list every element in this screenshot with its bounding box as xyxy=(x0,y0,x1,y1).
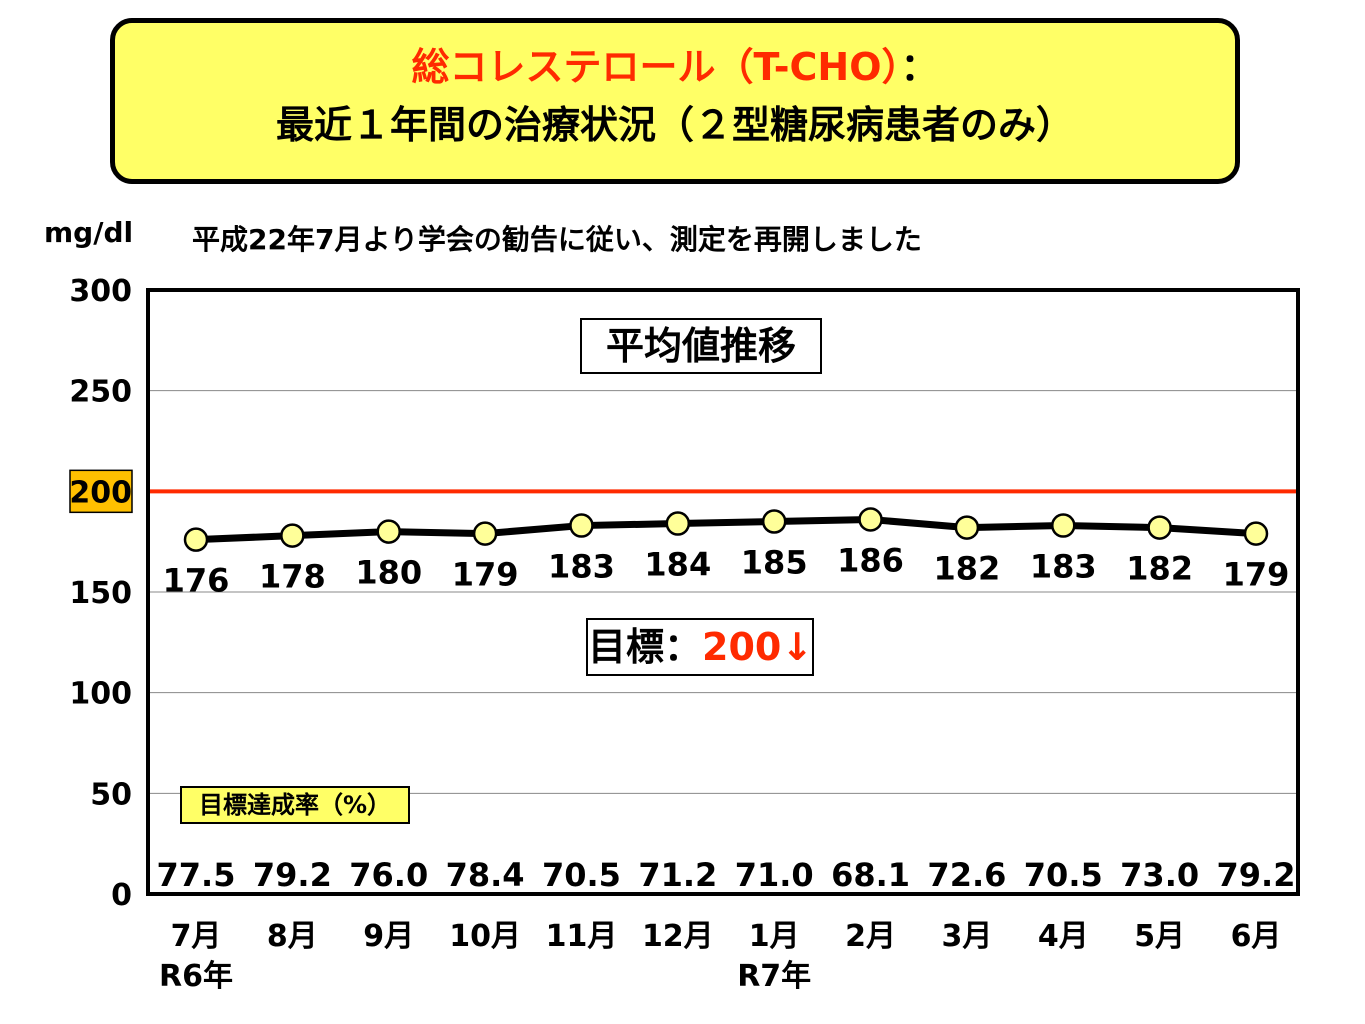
measurement-note: 平成22年7月より学会の勧告に従い、測定を再開しました xyxy=(192,223,922,256)
achievement-rate-value: 73.0 xyxy=(1120,856,1199,894)
y-tick-label: 200 xyxy=(69,475,132,510)
y-tick-label: 300 xyxy=(69,274,132,309)
y-tick-highlight xyxy=(69,469,133,514)
title-red: 総コレステロール（T-CHO） xyxy=(411,45,901,89)
achievement-rate-label: 目標達成率（%） xyxy=(180,786,410,824)
data-point xyxy=(761,509,787,534)
series-line xyxy=(195,516,1257,544)
x-tick-label: 9月 xyxy=(363,919,414,954)
y-tick-label: 150 xyxy=(69,576,132,611)
y-tick-label: 50 xyxy=(90,777,132,812)
target-value: 200↓ xyxy=(702,625,814,669)
data-point xyxy=(665,511,691,536)
legend-box: 平均値推移 xyxy=(580,318,822,374)
achievement-rate-value: 70.5 xyxy=(1024,856,1103,894)
x-tick-label: 4月 xyxy=(1038,919,1089,954)
data-point xyxy=(183,527,209,552)
achievement-rate-value: 79.2 xyxy=(253,856,332,894)
data-point xyxy=(1051,513,1076,538)
data-label: 178 xyxy=(259,558,326,596)
x-tick-label: 3月 xyxy=(941,919,992,954)
data-label: 179 xyxy=(1223,556,1290,594)
data-label: 185 xyxy=(741,544,808,582)
data-point xyxy=(954,515,980,540)
x-tick-label: 5月 xyxy=(1134,919,1185,954)
y-tick-label: 0 xyxy=(111,878,132,913)
data-label: 179 xyxy=(452,556,519,594)
y-tick-label: 100 xyxy=(69,677,132,712)
title-box: 総コレステロール（T-CHO）： 最近１年間の治療状況（２型糖尿病患者のみ） xyxy=(110,18,1240,184)
data-point xyxy=(569,513,594,538)
achievement-rate-value: 77.5 xyxy=(157,856,236,894)
data-label: 184 xyxy=(644,546,711,584)
data-label: 176 xyxy=(163,562,230,600)
data-label: 186 xyxy=(837,542,904,580)
data-point xyxy=(1243,521,1269,546)
achievement-rate-value: 72.6 xyxy=(927,856,1006,894)
x-tick-label: 8月 xyxy=(267,919,318,954)
data-point xyxy=(858,507,883,532)
x-tick-label: 2月 xyxy=(845,919,896,954)
title-colon: ： xyxy=(900,45,939,89)
data-point xyxy=(1147,515,1172,540)
achievement-rate-value: 70.5 xyxy=(542,856,621,894)
data-label: 183 xyxy=(1030,548,1097,586)
data-point xyxy=(280,523,305,548)
achievement-rate-value: 78.4 xyxy=(446,856,525,894)
target-label: 目標： xyxy=(588,625,703,669)
data-label: 182 xyxy=(934,550,1001,588)
achievement-rate-value: 79.2 xyxy=(1217,856,1296,894)
x-tick-label: 12月 xyxy=(642,919,714,954)
chart-title: 総コレステロール（T-CHO）： xyxy=(115,39,1235,95)
x-tick-label: 7月 xyxy=(171,919,222,954)
achievement-rate-value: 71.0 xyxy=(735,856,814,894)
data-point xyxy=(376,519,401,544)
achievement-rate-value: 76.0 xyxy=(349,856,428,894)
year-label: R6年 xyxy=(159,959,233,994)
data-label: 180 xyxy=(355,554,422,592)
chart-subtitle: 最近１年間の治療状況（２型糖尿病患者のみ） xyxy=(275,103,1074,147)
year-label: R7年 xyxy=(737,959,811,994)
x-tick-label: 1月 xyxy=(749,919,800,954)
data-label: 182 xyxy=(1126,550,1193,588)
data-point xyxy=(472,521,498,546)
target-box: 目標：200↓ xyxy=(586,618,814,676)
plot-frame xyxy=(146,288,1300,896)
y-axis-unit: mg/dl xyxy=(44,216,134,249)
x-tick-label: 10月 xyxy=(449,919,521,954)
achievement-rate-value: 71.2 xyxy=(638,856,717,894)
x-tick-label: 6月 xyxy=(1231,919,1282,954)
y-tick-label: 250 xyxy=(69,375,132,410)
data-label: 183 xyxy=(548,548,615,586)
achievement-rate-value: 68.1 xyxy=(831,856,910,894)
x-tick-label: 11月 xyxy=(546,919,618,954)
